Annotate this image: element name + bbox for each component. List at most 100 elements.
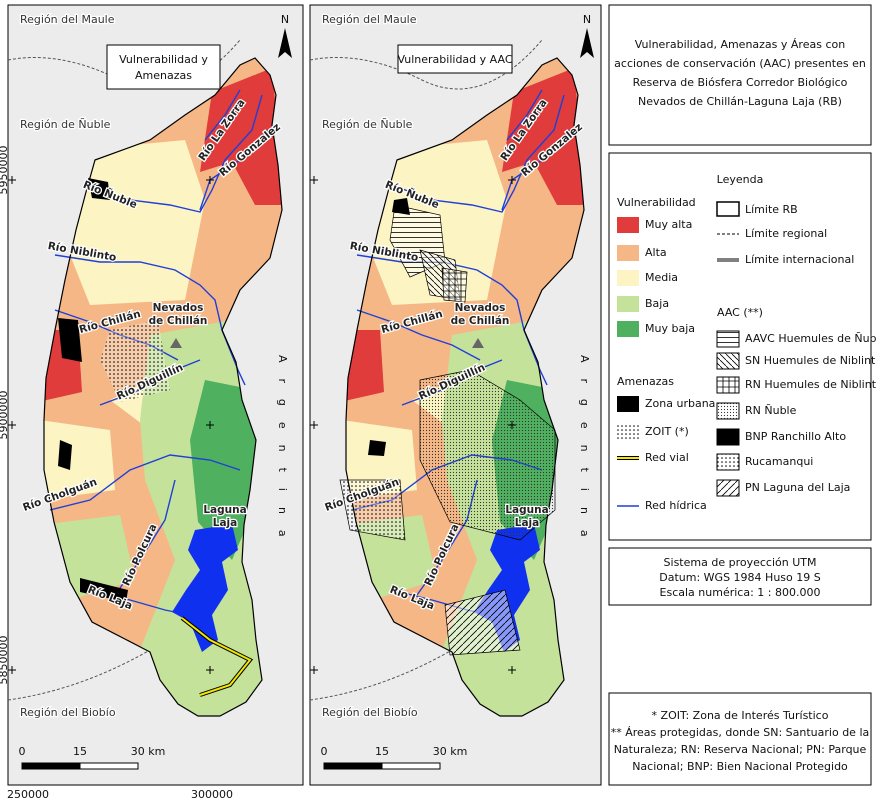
region-label: Región del Biobío bbox=[20, 706, 116, 719]
protected-area bbox=[419, 369, 556, 541]
river bbox=[391, 94, 565, 213]
note-text: Nacional; BNP: Bien Nacional Protegido bbox=[632, 760, 848, 773]
panel-title: Vulnerabilidad, Amenazas y Áreas con bbox=[635, 38, 845, 51]
lake-label: Laja bbox=[213, 517, 237, 529]
river bbox=[501, 129, 571, 211]
legend-group: Vulnerabilidad bbox=[617, 196, 696, 209]
grid-cross bbox=[8, 421, 16, 429]
legend-box bbox=[608, 152, 872, 541]
north-label: N bbox=[281, 13, 289, 26]
legend-label: Alta bbox=[645, 246, 667, 259]
region-label: Región del Biobío bbox=[322, 706, 418, 719]
legend-label: Muy alta bbox=[645, 218, 692, 231]
protected-area bbox=[441, 267, 468, 303]
legend-swatch bbox=[617, 245, 639, 261]
map-title-box bbox=[106, 44, 221, 90]
legend-swatch bbox=[716, 453, 740, 471]
legend-group: AAC (**) bbox=[717, 306, 763, 319]
projection-text: Datum: WGS 1984 Huso 19 S bbox=[659, 571, 820, 584]
north-label: N bbox=[583, 13, 591, 26]
scale-label: 15 bbox=[73, 745, 87, 758]
grid-cross bbox=[206, 666, 214, 674]
legend-swatch bbox=[716, 201, 740, 217]
legend-swatch bbox=[617, 396, 639, 412]
projection-text: Sistema de proyección UTM bbox=[664, 556, 817, 569]
legend-label: Límite RB bbox=[745, 203, 798, 216]
legend-label: Límite internacional bbox=[745, 253, 854, 266]
grid-cross bbox=[206, 176, 214, 184]
note-text: * ZOIT: Zona de Interés Turístico bbox=[652, 709, 829, 722]
northing-label: 5950000 bbox=[0, 146, 10, 195]
scale-bar bbox=[79, 762, 139, 770]
urban-zone bbox=[58, 318, 82, 362]
legend-label: RN Huemules de Niblinto bbox=[745, 378, 876, 391]
legend-swatch bbox=[617, 321, 639, 337]
region-label: Región del Maule bbox=[322, 13, 417, 26]
legend-label: Muy baja bbox=[645, 322, 695, 335]
legend-swatch bbox=[617, 296, 639, 312]
scale-bar bbox=[323, 762, 383, 770]
vulnerability bbox=[44, 68, 282, 716]
rb-limit bbox=[345, 57, 585, 717]
vulnerability-zone bbox=[502, 68, 584, 205]
map: Región del Maule Región de Ñuble Región de… bbox=[0, 4, 304, 786]
northing-label: 5850000 bbox=[0, 636, 10, 685]
region-label: Región de Ñuble bbox=[322, 118, 413, 131]
legend-heading: Leyenda bbox=[717, 173, 764, 186]
vulnerability-zone bbox=[44, 420, 115, 500]
title-box bbox=[608, 4, 872, 146]
projection-text: Escala numérica: 1 : 800.000 bbox=[660, 586, 821, 599]
grid-cross bbox=[8, 176, 16, 184]
legend-label: Baja bbox=[645, 297, 669, 310]
legend-label: BNP Ranchillo Alto bbox=[745, 430, 846, 443]
scale-label: 30 km bbox=[131, 745, 166, 758]
vulnerability-zone bbox=[200, 68, 282, 205]
bnp bbox=[368, 440, 386, 456]
map-title-box bbox=[397, 44, 513, 74]
legend-label: ZOIT (*) bbox=[645, 425, 689, 438]
panel-title: Nevados de Chillán-Laguna Laja (RB) bbox=[638, 95, 842, 108]
volcano-label: Nevados bbox=[153, 302, 204, 314]
scale-bar bbox=[21, 762, 81, 770]
map-title: Amenazas bbox=[135, 69, 192, 82]
rb-limit bbox=[43, 57, 283, 717]
legend-label: AAVC Huemules de Ñuble bbox=[745, 332, 876, 345]
river bbox=[114, 479, 176, 596]
bnp bbox=[392, 198, 410, 215]
legend-group: Amenazas bbox=[617, 375, 674, 388]
map: Región del Maule Región de Ñuble Región de… bbox=[309, 4, 602, 786]
grid-cross bbox=[310, 666, 318, 674]
map-title: Vulnerabilidad y bbox=[119, 53, 208, 66]
legend-swatch bbox=[716, 352, 740, 370]
panel-title: Reserva de Biósfera Corredor Biológico bbox=[633, 76, 848, 89]
lake-label: Laguna bbox=[505, 504, 548, 516]
legend-swatch bbox=[716, 330, 740, 348]
note-text: Naturaleza; RN: Reserva Nacional; PN: Pa… bbox=[614, 743, 867, 756]
map-title: Vulnerabilidad y AAC bbox=[397, 53, 512, 66]
river bbox=[204, 89, 241, 141]
grid-cross bbox=[508, 176, 516, 184]
scale-bar bbox=[381, 762, 441, 770]
notes-box bbox=[608, 692, 872, 786]
protected-area bbox=[444, 589, 521, 656]
legend-label: PN Laguna del Laja bbox=[745, 481, 850, 494]
legend-swatch bbox=[716, 376, 740, 394]
legend-swatch bbox=[716, 479, 740, 497]
river bbox=[54, 254, 246, 386]
legend-label: Media bbox=[645, 271, 678, 284]
grid-cross bbox=[508, 666, 516, 674]
legend-label: Red hídrica bbox=[645, 499, 707, 512]
legend-swatch bbox=[716, 402, 740, 420]
region-label: Región del Maule bbox=[20, 13, 115, 26]
north-arrow bbox=[278, 28, 292, 58]
legend-label: Red vial bbox=[645, 451, 689, 464]
river bbox=[199, 129, 269, 211]
legend-swatch bbox=[617, 270, 639, 286]
lake-label: Laguna bbox=[203, 504, 246, 516]
northing-label: 5900000 bbox=[0, 391, 10, 440]
urban-zone bbox=[88, 178, 110, 200]
easting-label: 300000 bbox=[191, 788, 233, 801]
grid-cross bbox=[508, 421, 516, 429]
grid-cross bbox=[310, 176, 318, 184]
